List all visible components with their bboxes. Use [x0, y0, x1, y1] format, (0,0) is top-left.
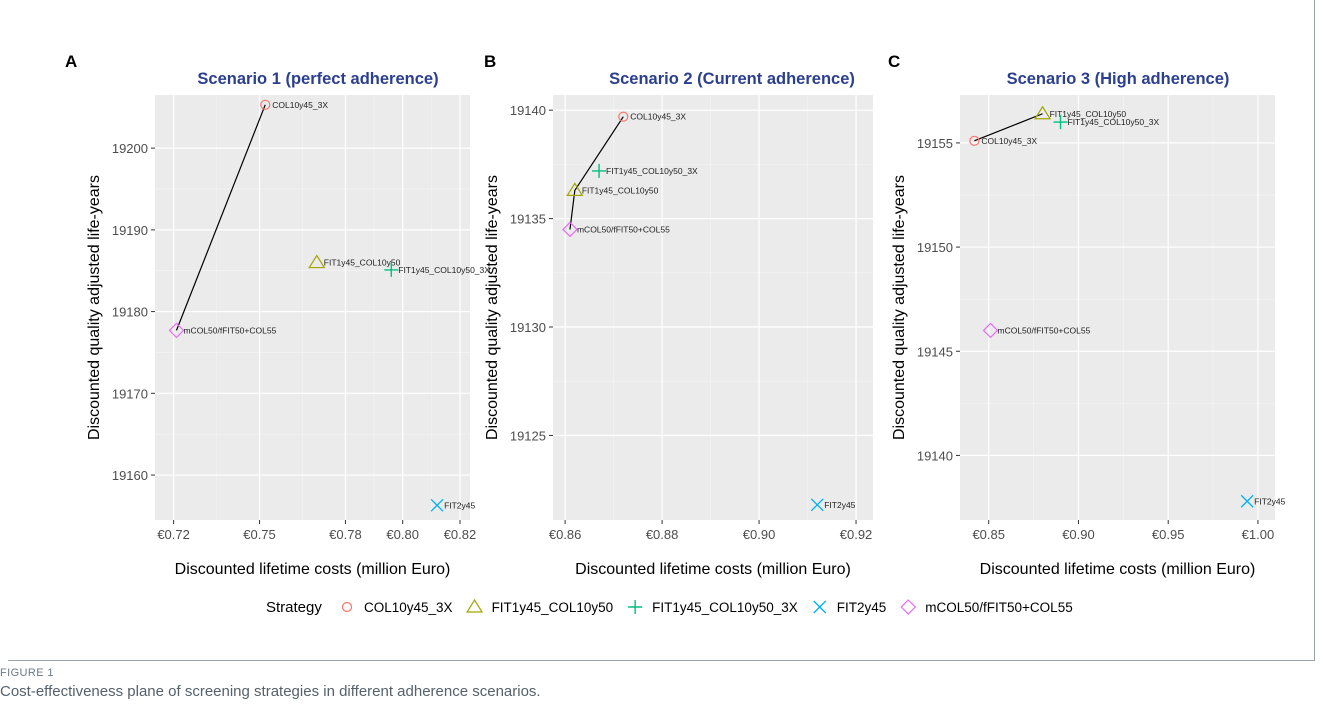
- efficient-frontier-line: [175, 104, 266, 331]
- legend-key-fit1y45-col10y50: [465, 598, 484, 613]
- chart-title: Scenario 3 (High adherence): [1007, 70, 1230, 88]
- data-point-fit2y45: [810, 498, 824, 512]
- efficient-frontier-line: [974, 113, 1043, 142]
- data-label-fit1y45-col10y50-3x: FIT1y45_COL10y50_3X: [606, 166, 698, 176]
- data-label-fit2y45: FIT2y45: [444, 500, 475, 510]
- y-tick-label: 19125: [510, 428, 546, 443]
- chart-title: Scenario 2 (Current adherence): [609, 70, 855, 88]
- panel-label: B: [484, 52, 496, 71]
- data-label-fit2y45: FIT2y45: [824, 500, 855, 510]
- plot-background: [553, 95, 873, 520]
- efficient-frontier-line: [569, 116, 624, 230]
- y-tick-label: 19180: [112, 305, 148, 320]
- figure-caption-text: Cost-effectiveness plane of screening st…: [0, 683, 541, 700]
- x-axis-label: Discounted lifetime costs (million Euro): [980, 561, 1256, 578]
- legend-item-label: COL10y45_3X: [364, 600, 453, 615]
- data-label-fit1y45-col10y50: FIT1y45_COL10y50: [582, 185, 659, 195]
- legend-title: Strategy: [266, 599, 322, 616]
- plot-background: [960, 95, 1275, 520]
- data-point-mcol50-ffit50-col55: [168, 322, 185, 339]
- x-tick-label: €1.00: [1242, 527, 1275, 542]
- data-label-col10y45-3x: COL10y45_3X: [630, 112, 686, 122]
- x-axis-label: Discounted lifetime costs (million Euro): [175, 561, 451, 578]
- y-tick-label: 19140: [917, 448, 953, 463]
- y-tick-label: 19170: [112, 386, 148, 401]
- y-axis-label: Discounted quality adjusted life-years: [891, 175, 908, 440]
- y-tick-label: 19190: [112, 223, 148, 238]
- panel-label: A: [65, 52, 77, 71]
- data-label-mcol50-ffit50-col55: mCOL50/fFIT50+COL55: [183, 325, 276, 335]
- x-axis-label: Discounted lifetime costs (million Euro): [575, 561, 851, 578]
- figure-frame: [8, 0, 1315, 661]
- x-tick-label: €0.75: [243, 527, 276, 542]
- panel-label: C: [888, 52, 900, 71]
- data-point-mcol50-ffit50-col55: [982, 322, 999, 339]
- x-tick-label: €0.90: [743, 527, 776, 542]
- cost-effectiveness-figure: 19160 19170 19180 19190 19200 €0.72 €0.75 €0.78…: [65, 52, 1286, 616]
- y-axis-label: Discounted quality adjusted life-years: [484, 175, 501, 440]
- data-label-mcol50-ffit50-col55: mCOL50/fFIT50+COL55: [998, 325, 1091, 335]
- chart-panel-b: 19125 19130 19135 19140 €0.86 €0.88 €0.90 €0.92…: [484, 52, 873, 578]
- data-label-mcol50-ffit50-col55: mCOL50/fFIT50+COL55: [577, 224, 670, 234]
- plot-background: [155, 95, 470, 520]
- y-tick-label: 19140: [510, 103, 546, 118]
- data-point-fit1y45-col10y50-3x: [1053, 115, 1068, 130]
- x-tick-label: €0.85: [972, 527, 1005, 542]
- y-tick-label: 19135: [510, 212, 546, 227]
- chart-panel-a: 19160 19170 19180 19190 19200 €0.72 €0.75 €0.78…: [65, 52, 490, 578]
- chart-panel-c: 19140 19145 19150 19155 €0.85 €0.90 €0.95 €1.00…: [888, 52, 1286, 578]
- data-point-fit2y45: [430, 498, 444, 512]
- data-point-fit1y45-col10y50: [566, 182, 584, 197]
- data-label-col10y45-3x: COL10y45_3X: [272, 100, 328, 110]
- y-tick-label: 19150: [917, 240, 953, 255]
- x-tick-label: €0.90: [1062, 527, 1095, 542]
- data-point-fit1y45-col10y50: [308, 254, 326, 269]
- x-tick-label: €0.82: [444, 527, 477, 542]
- legend-key-col10y45-3x: [341, 601, 353, 613]
- legend-item-label: FIT2y45: [837, 600, 887, 615]
- x-tick-label: €0.78: [329, 527, 362, 542]
- data-point-col10y45-3x: [260, 99, 271, 110]
- y-tick-label: 19200: [112, 141, 148, 156]
- legend-key-mcol50-ffit50-col55: [900, 599, 917, 615]
- y-tick-label: 19130: [510, 320, 546, 335]
- data-label-fit1y45-col10y50: FIT1y45_COL10y50: [1050, 109, 1127, 119]
- data-label-fit2y45: FIT2y45: [1254, 496, 1285, 506]
- data-label-fit1y45-col10y50: FIT1y45_COL10y50: [324, 258, 401, 268]
- legend-item-label: FIT1y45_COL10y50: [492, 600, 614, 615]
- x-tick-label: €0.80: [386, 527, 419, 542]
- legend-key-fit1y45-col10y50-3x: [628, 600, 643, 614]
- legend-key-fit2y45: [813, 600, 827, 614]
- legend-item-label: FIT1y45_COL10y50_3X: [652, 600, 798, 615]
- data-point-fit1y45-col10y50-3x: [592, 163, 607, 178]
- data-label-fit1y45-col10y50-3x: FIT1y45_COL10y50_3X: [1068, 117, 1160, 127]
- x-tick-label: €0.86: [549, 527, 582, 542]
- x-tick-label: €0.92: [840, 527, 873, 542]
- figure-caption-label: FIGURE 1: [0, 667, 54, 679]
- data-point-fit1y45-col10y50: [1033, 105, 1052, 120]
- y-tick-label: 19160: [112, 468, 148, 483]
- y-tick-label: 19155: [917, 136, 953, 151]
- y-axis-label: Discounted quality adjusted life-years: [86, 175, 103, 440]
- data-label-col10y45-3x: COL10y45_3X: [981, 136, 1037, 146]
- legend: Strategy COL10y45_3X FIT1y45_COL10y50 FIT1y…: [266, 598, 1073, 616]
- data-point-fit1y45-col10y50-3x: [384, 262, 399, 277]
- x-tick-label: €0.88: [646, 527, 679, 542]
- x-tick-label: €0.95: [1152, 527, 1185, 542]
- data-point-col10y45-3x: [618, 111, 629, 122]
- x-tick-label: €0.72: [157, 527, 190, 542]
- data-label-fit1y45-col10y50-3x: FIT1y45_COL10y50_3X: [398, 265, 490, 275]
- data-point-fit2y45: [1240, 494, 1254, 508]
- y-tick-label: 19145: [917, 344, 953, 359]
- data-point-col10y45-3x: [969, 135, 980, 146]
- data-point-mcol50-ffit50-col55: [562, 221, 578, 238]
- chart-title: Scenario 1 (perfect adherence): [197, 70, 438, 88]
- legend-item-label: mCOL50/fFIT50+COL55: [925, 600, 1072, 615]
